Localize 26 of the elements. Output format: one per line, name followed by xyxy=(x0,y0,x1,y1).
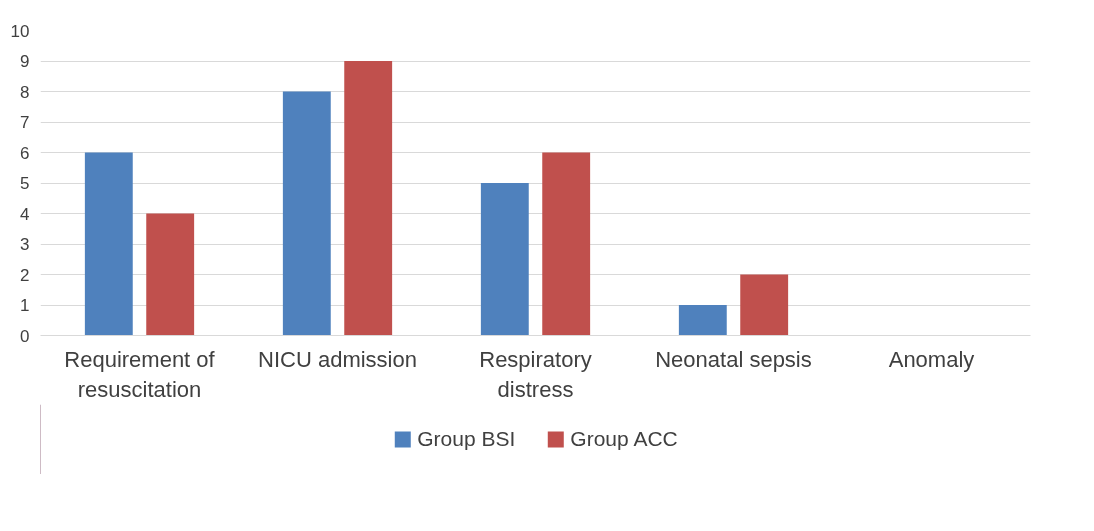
x-tick-label: Requirement of resuscitation xyxy=(64,346,216,402)
bar xyxy=(282,91,331,336)
legend-label: Group BSI xyxy=(417,427,516,451)
y-tick-label: 3 xyxy=(20,235,30,254)
legend-label: Group ACC xyxy=(570,427,678,451)
x-tick-label: Neonatal sepsis xyxy=(655,346,812,372)
bar xyxy=(740,274,789,336)
x-tick-label: NICU admission xyxy=(258,346,417,372)
y-tick-label: 4 xyxy=(20,204,30,224)
y-tick-label: 0 xyxy=(20,326,30,346)
bar xyxy=(146,213,195,336)
y-tick-label: 10 xyxy=(10,21,30,41)
y-tick-label: 1 xyxy=(20,296,30,315)
y-tick-label: 2 xyxy=(20,265,30,285)
y-tick-label: 5 xyxy=(20,174,30,193)
y-tick-label: 6 xyxy=(20,143,30,163)
bar xyxy=(480,183,529,336)
y-tick-label: 7 xyxy=(20,113,30,132)
bar xyxy=(542,152,591,336)
y-tick-label: 9 xyxy=(20,52,30,71)
x-tick-label: Respiratory distress xyxy=(479,346,592,402)
x-tick-label: Anomaly xyxy=(888,346,975,372)
bar xyxy=(344,61,393,336)
y-tick-label: 8 xyxy=(20,82,30,102)
bar xyxy=(678,305,727,336)
bar xyxy=(84,152,133,336)
